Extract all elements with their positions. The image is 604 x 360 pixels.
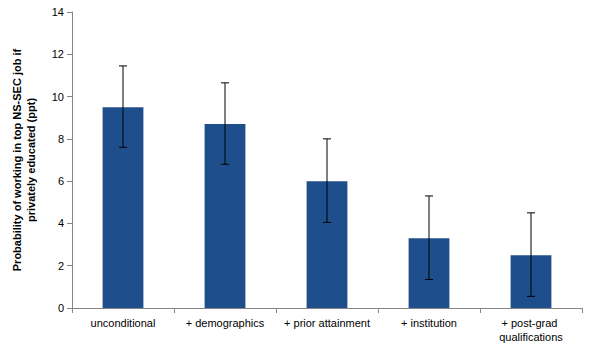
svg-text:2: 2 [58, 260, 64, 272]
svg-text:10: 10 [52, 91, 64, 103]
svg-text:8: 8 [58, 133, 64, 145]
svg-text:12: 12 [52, 48, 64, 60]
svg-text:0: 0 [58, 302, 64, 314]
svg-text:14: 14 [52, 6, 64, 18]
svg-text:+ prior attainment: + prior attainment [284, 317, 370, 329]
svg-text:qualifications: qualifications [499, 331, 563, 343]
svg-text:6: 6 [58, 175, 64, 187]
svg-text:privately educated (ppt): privately educated (ppt) [25, 98, 37, 222]
svg-text:+ institution: + institution [401, 317, 457, 329]
svg-text:+ demographics: + demographics [186, 317, 265, 329]
svg-text:Probability of working in top: Probability of working in top NS-SEC job… [11, 48, 23, 271]
svg-text:4: 4 [58, 217, 64, 229]
svg-text:+ post-grad: + post-grad [501, 317, 560, 329]
svg-text:unconditional: unconditional [91, 317, 156, 329]
